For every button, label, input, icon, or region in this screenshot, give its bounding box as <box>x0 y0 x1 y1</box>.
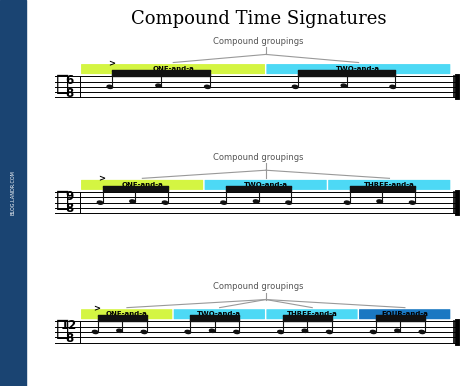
Bar <box>112 70 210 72</box>
Bar <box>283 318 332 321</box>
Text: THREE-and-a: THREE-and-a <box>364 182 415 188</box>
Text: TWO-and-a: TWO-and-a <box>197 311 241 317</box>
Bar <box>98 318 146 321</box>
Text: ONE-and-a: ONE-and-a <box>106 311 147 317</box>
Ellipse shape <box>205 85 210 88</box>
Ellipse shape <box>97 201 103 204</box>
Ellipse shape <box>117 329 122 332</box>
Bar <box>376 315 425 317</box>
Text: Compound groupings: Compound groupings <box>213 283 303 291</box>
Text: THREE-and-a: THREE-and-a <box>287 311 337 317</box>
Text: ONE-and-a: ONE-and-a <box>121 182 163 188</box>
Ellipse shape <box>130 200 136 203</box>
Text: >: > <box>93 304 100 313</box>
Ellipse shape <box>92 330 98 334</box>
FancyBboxPatch shape <box>81 64 265 74</box>
Bar <box>226 186 291 188</box>
Ellipse shape <box>156 84 162 87</box>
Bar <box>298 73 395 76</box>
Bar <box>283 315 332 317</box>
Ellipse shape <box>107 85 113 88</box>
Ellipse shape <box>377 200 383 203</box>
Bar <box>103 186 168 188</box>
Bar <box>103 189 168 191</box>
FancyBboxPatch shape <box>205 180 327 190</box>
Ellipse shape <box>395 329 401 332</box>
Ellipse shape <box>278 330 283 334</box>
Bar <box>191 315 239 317</box>
Ellipse shape <box>341 84 347 87</box>
Ellipse shape <box>302 329 308 332</box>
Text: Compound Time Signatures: Compound Time Signatures <box>130 10 386 28</box>
Text: 𝄞: 𝄞 <box>55 74 69 94</box>
Text: BLOG.LANDR.COM: BLOG.LANDR.COM <box>10 171 16 215</box>
Ellipse shape <box>286 201 292 204</box>
Ellipse shape <box>345 201 350 204</box>
Ellipse shape <box>370 330 376 334</box>
Ellipse shape <box>221 201 227 204</box>
Ellipse shape <box>410 201 415 204</box>
Text: >: > <box>98 175 105 184</box>
Ellipse shape <box>254 200 259 203</box>
Text: 12: 12 <box>61 319 77 332</box>
FancyBboxPatch shape <box>266 64 450 74</box>
FancyBboxPatch shape <box>328 180 450 190</box>
Text: TWO-and-a: TWO-and-a <box>337 66 380 72</box>
Bar <box>226 189 291 191</box>
Text: TWO-and-a: TWO-and-a <box>244 182 288 188</box>
Bar <box>0 0 26 386</box>
Text: 9: 9 <box>65 190 73 203</box>
Bar <box>376 318 425 321</box>
Text: FOUR-and-a: FOUR-and-a <box>381 311 428 317</box>
Text: >: > <box>108 59 115 68</box>
Text: 𝄞: 𝄞 <box>55 319 69 339</box>
Ellipse shape <box>419 330 425 334</box>
FancyBboxPatch shape <box>266 309 357 319</box>
Bar <box>350 189 415 191</box>
Text: Compound groupings: Compound groupings <box>213 37 303 46</box>
Bar <box>298 70 395 72</box>
Bar <box>112 73 210 76</box>
Text: 8: 8 <box>65 332 73 345</box>
Ellipse shape <box>234 330 239 334</box>
Ellipse shape <box>162 201 168 204</box>
FancyBboxPatch shape <box>173 309 265 319</box>
Text: 8: 8 <box>65 86 73 100</box>
Text: 𝄞: 𝄞 <box>55 190 69 210</box>
Bar <box>191 318 239 321</box>
FancyBboxPatch shape <box>81 180 203 190</box>
Ellipse shape <box>141 330 147 334</box>
Text: 8: 8 <box>65 202 73 215</box>
FancyBboxPatch shape <box>81 309 173 319</box>
Ellipse shape <box>390 85 395 88</box>
Text: 6: 6 <box>65 74 73 87</box>
Text: ONE-and-a: ONE-and-a <box>152 66 194 72</box>
Ellipse shape <box>327 330 332 334</box>
Text: Compound groupings: Compound groupings <box>213 153 303 162</box>
Ellipse shape <box>292 85 298 88</box>
Ellipse shape <box>185 330 191 334</box>
FancyBboxPatch shape <box>359 309 450 319</box>
Bar <box>98 315 146 317</box>
Bar <box>350 186 415 188</box>
Ellipse shape <box>210 329 215 332</box>
